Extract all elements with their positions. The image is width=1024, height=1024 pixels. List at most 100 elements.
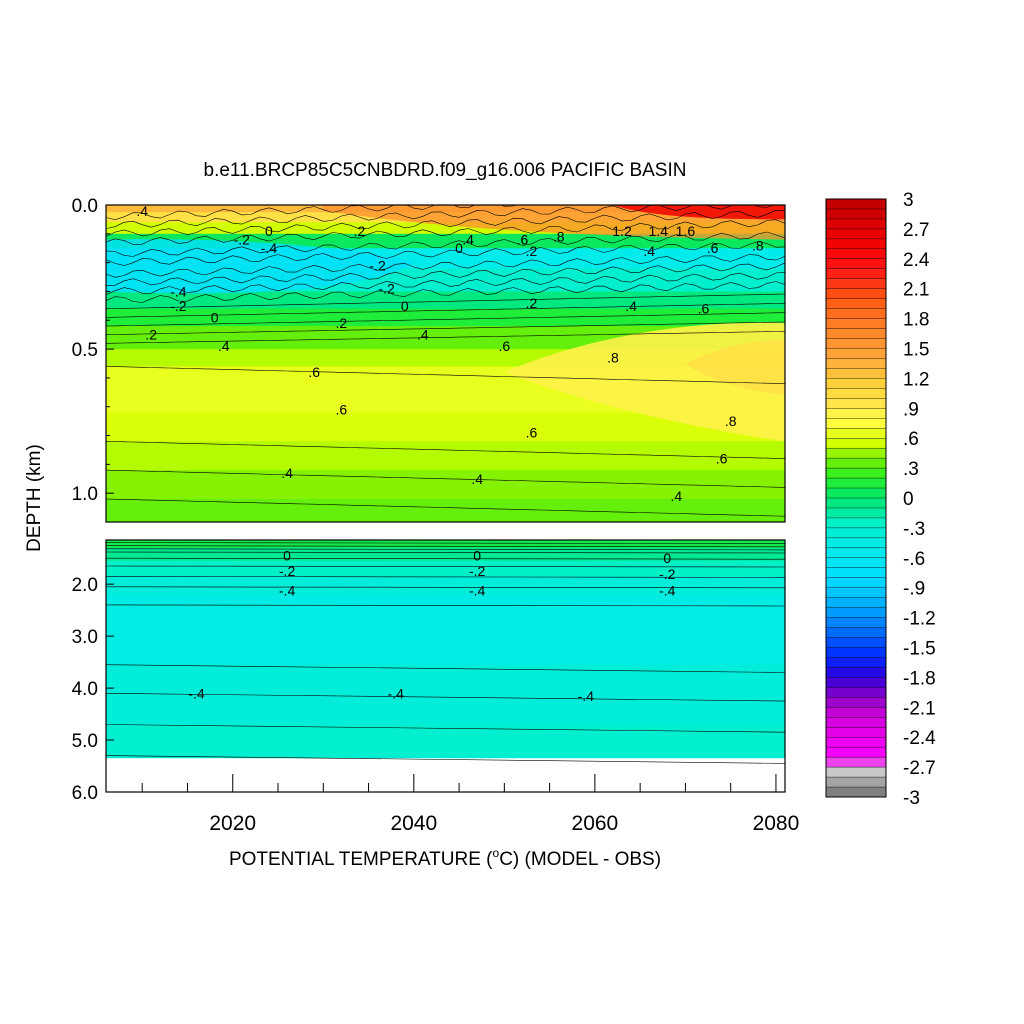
colorbar-swatch: [825, 228, 887, 240]
y-tick-label: 6.0: [72, 783, 98, 804]
colorbar-swatch: [825, 208, 887, 220]
colorbar-label: -3: [903, 788, 920, 809]
colorbar-label: 2.1: [903, 280, 929, 301]
contour-label: 0: [283, 548, 291, 564]
colorbar-swatch: [825, 497, 887, 509]
contour-label: .4: [417, 327, 429, 343]
colorbar-label: -2.1: [903, 698, 936, 719]
colorbar-swatch: [825, 238, 887, 250]
contour-label: .2: [336, 315, 348, 331]
colorbar-swatch: [825, 617, 887, 629]
colorbar-label: .9: [903, 399, 919, 420]
upper-panel: .4-.2-.40.2-.20.4.6.8.21.2 1.4 1.6.4.6.8-.…: [72, 196, 786, 523]
lower-field-band: [106, 594, 785, 666]
y-tick-label: 4.0: [72, 679, 98, 700]
colorbar-swatch: [825, 687, 887, 698]
y-axis-label: DEPTH (km): [24, 444, 45, 552]
x-tick-label: 2080: [753, 812, 800, 835]
contour-line: [106, 312, 785, 327]
contour-label: .4: [471, 471, 483, 487]
contour-line: [106, 209, 785, 237]
chart-title: b.e11.BRCP85C5CNBDRD.f09_g16.006 PACIFIC…: [204, 160, 687, 181]
contour-line: [106, 548, 785, 551]
colorbar-swatch: [825, 438, 887, 449]
upper-panel-y-ticks: 0.0 0.5 1.0: [72, 196, 114, 505]
contour-label: 0: [401, 298, 409, 314]
colorbar-swatch: [825, 567, 887, 579]
colorbar-swatch: [825, 507, 887, 519]
contour-label: .2: [526, 295, 538, 311]
colorbar-frame: [825, 198, 887, 798]
contour-line: [106, 557, 785, 560]
colorbar-label: -.3: [903, 519, 925, 540]
colorbar-label: -2.4: [903, 728, 936, 749]
lower-field-band: [106, 560, 785, 577]
colorbar-label: -2.7: [903, 758, 936, 779]
upper-panel-contour-labels: .4-.2-.40.2-.20.4.6.8.21.2 1.4 1.6.4.6.8-.…: [136, 203, 764, 504]
upper-panel-frame: [105, 204, 786, 523]
contour-line: [106, 241, 785, 266]
contour-label: .8: [725, 413, 737, 429]
lower-panel-contour-labels: 0 0 0-.2 -.2 -.2-.4 -.4 -.4-.4 -.4 -.4: [188, 548, 675, 704]
colorbar-swatch: [825, 447, 887, 459]
colorbar-label: -1.8: [903, 668, 936, 689]
colorbar-swatch: [825, 547, 887, 559]
colorbar-label: 1.8: [903, 310, 929, 331]
contour-label: .4: [136, 203, 148, 219]
contour-label: -.4: [261, 240, 278, 256]
y-tick-label: 1.0: [72, 484, 98, 505]
contour-label: 1.2: [612, 223, 632, 239]
colorbar-swatch: [825, 358, 887, 369]
contour-line: [106, 498, 785, 517]
lower-field-band: [106, 576, 785, 596]
contour-label: -.2: [659, 566, 676, 582]
contour-line: [106, 331, 785, 344]
contour-label: 0: [473, 548, 481, 564]
contour-line: [106, 321, 785, 335]
lower-field-band: [106, 724, 785, 759]
upper-field-surface-max: [612, 205, 785, 220]
lower-field-band: [106, 664, 785, 725]
colorbar-label: -.9: [903, 579, 925, 600]
contour-label: -.2: [170, 298, 187, 314]
y-tick-label: 2.0: [72, 575, 98, 596]
colorbar-label: 1.2: [903, 369, 929, 390]
contour-line: [106, 254, 785, 278]
colorbar-swatch: [825, 717, 887, 728]
contour-line: [106, 293, 785, 309]
colorbar-swatch: [825, 457, 887, 469]
colorbar-swatch: [825, 408, 887, 419]
contour-line: [106, 755, 785, 764]
colorbar-swatch: [825, 298, 887, 310]
lower-panel: 0 0 0-.2 -.2 -.2-.4 -.4 -.4-.4 -.4 -.4 2.03.04.0…: [72, 539, 800, 835]
contour-line: [106, 366, 785, 384]
upper-panel-contour-lines: [106, 205, 785, 517]
colorbar-swatch: [825, 756, 887, 768]
contour-label: .2: [354, 223, 366, 239]
colorbar-swatch: [825, 318, 887, 330]
colorbar-swatch: [825, 218, 887, 230]
contour-line: [106, 551, 785, 554]
colorbar-swatch: [825, 786, 887, 798]
colorbar-swatch: [825, 737, 887, 748]
contour-label: .8: [607, 350, 619, 366]
contour-line: [106, 219, 785, 245]
x-tick-label: 2040: [390, 812, 437, 835]
lower-panel-contour-lines: [106, 542, 785, 764]
colorbar-swatch: [825, 517, 887, 529]
colorbar-swatch: [825, 308, 887, 320]
colorbar-swatch: [825, 378, 887, 389]
x-axis-label-degree: o: [493, 846, 500, 860]
colorbar-swatch: [825, 577, 887, 589]
contour-line: [106, 469, 785, 488]
colorbar-swatch: [825, 328, 887, 340]
contour-label: -.2: [234, 232, 251, 248]
contour-label: .8: [752, 237, 764, 253]
x-axis-ticks: 2020 2040 2060 2080: [141, 774, 800, 835]
contour-label: .6: [336, 402, 348, 418]
x-axis-label-unit: C) (MODEL - OBS): [499, 849, 661, 870]
contour-label: 0: [663, 550, 671, 566]
contour-label: .4: [462, 232, 474, 248]
contour-label: -.4: [170, 283, 187, 299]
contour-label: .4: [671, 488, 683, 504]
